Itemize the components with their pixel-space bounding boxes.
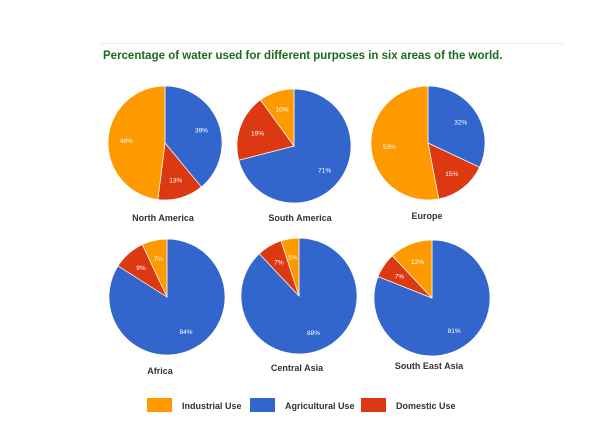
data-label-europe-agricultural-use: 32% — [454, 120, 467, 127]
data-label-south-america-agricultural-use: 71% — [318, 167, 331, 174]
legend-swatch-domestic-use — [361, 398, 386, 412]
data-label-central-asia-agricultural-use: 88% — [307, 330, 320, 337]
slice-africa-industrial-use — [141, 238, 168, 298]
pie-label-central-asia: Central Asia — [271, 363, 324, 373]
pie-label-south-east-asia: South East Asia — [395, 361, 464, 371]
slice-europe-industrial-use — [370, 85, 440, 201]
data-label-europe-industrial-use: 53% — [383, 144, 396, 151]
data-label-south-america-domestic-use: 19% — [251, 130, 264, 137]
slice-north-america-agricultural-use — [164, 85, 223, 188]
legend-swatch-agricultural-use — [250, 398, 275, 412]
chart-title: Percentage of water used for different p… — [103, 50, 503, 62]
slice-central-asia-industrial-use — [280, 237, 300, 297]
data-label-south-east-asia-industrial-use: 12% — [411, 259, 424, 266]
data-label-north-america-domestic-use: 13% — [169, 178, 182, 185]
top-divider — [100, 43, 565, 44]
slice-south-east-asia-industrial-use — [391, 239, 433, 299]
slice-south-america-agricultural-use — [238, 88, 352, 204]
data-label-central-asia-domestic-use: 7% — [274, 260, 284, 267]
pie-label-north-america: North America — [132, 213, 195, 223]
data-label-africa-industrial-use: 7% — [154, 256, 164, 263]
slice-south-america-domestic-use — [236, 99, 295, 161]
slice-europe-agricultural-use — [427, 85, 486, 168]
data-label-north-america-agricultural-use: 39% — [195, 127, 208, 134]
slice-europe-domestic-use — [427, 142, 481, 200]
legend-swatch-industrial-use — [147, 398, 172, 412]
data-label-south-america-industrial-use: 10% — [276, 107, 289, 114]
data-label-europe-domestic-use: 15% — [445, 171, 458, 178]
pie-label-africa: Africa — [147, 366, 174, 376]
legend-label-agricultural-use: Agricultural Use — [285, 401, 355, 411]
legend-label-domestic-use: Domestic Use — [396, 401, 456, 411]
data-label-north-america-industrial-use: 48% — [120, 138, 133, 145]
pie-label-south-america: South America — [268, 213, 332, 223]
data-label-africa-domestic-use: 9% — [136, 265, 146, 272]
slice-south-america-industrial-use — [260, 88, 295, 148]
data-label-africa-agricultural-use: 84% — [179, 329, 192, 336]
data-label-south-east-asia-agricultural-use: 81% — [448, 328, 461, 335]
legend-label-industrial-use: Industrial Use — [182, 401, 242, 411]
pie-label-europe: Europe — [411, 211, 442, 221]
data-label-central-asia-industrial-use: 5% — [288, 255, 298, 262]
data-label-south-east-asia-domestic-use: 7% — [395, 273, 405, 280]
slice-north-america-industrial-use — [107, 85, 166, 200]
